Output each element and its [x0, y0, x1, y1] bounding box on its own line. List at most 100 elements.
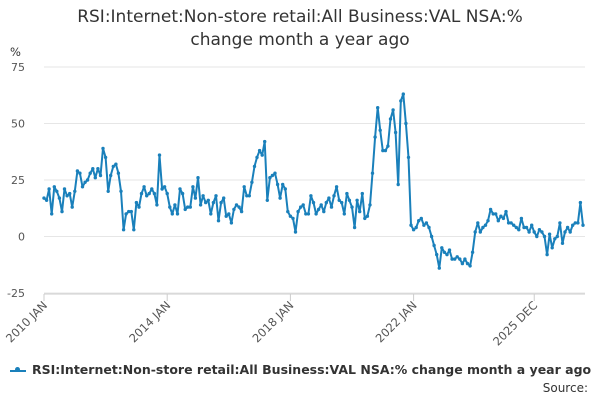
series-points [42, 92, 585, 270]
data-point [121, 228, 126, 232]
data-point [245, 194, 249, 198]
data-point [512, 223, 516, 227]
data-point [106, 189, 110, 193]
data-point [134, 200, 139, 205]
data-point [211, 200, 216, 205]
data-point [316, 207, 321, 212]
data-point [437, 266, 441, 270]
data-point [193, 196, 198, 200]
data-point [399, 99, 403, 103]
data-point [242, 185, 246, 189]
data-point [68, 191, 72, 196]
data-point [432, 243, 436, 248]
data-point [540, 230, 544, 234]
data-point [337, 198, 341, 202]
y-tick-label: 0 [18, 231, 25, 244]
data-point [324, 200, 328, 205]
data-point [283, 187, 287, 191]
data-point [388, 117, 393, 121]
data-point [152, 191, 157, 196]
data-point [422, 223, 426, 227]
data-point [527, 230, 531, 234]
data-point [494, 212, 498, 216]
data-point [124, 212, 128, 216]
data-point [247, 194, 251, 198]
data-point [491, 212, 495, 216]
data-point [234, 203, 239, 207]
data-point [116, 171, 121, 175]
data-point [44, 198, 49, 202]
data-point [75, 169, 80, 173]
data-point [111, 164, 116, 169]
data-point [227, 212, 231, 216]
data-point [281, 182, 285, 187]
data-point [352, 225, 357, 230]
data-point [417, 219, 421, 223]
legend-swatch-icon [10, 367, 26, 372]
data-point [286, 209, 290, 214]
data-point [306, 212, 311, 216]
data-point [381, 148, 385, 153]
data-point [506, 221, 511, 225]
data-point [319, 203, 323, 207]
data-point [514, 225, 518, 230]
data-point [265, 198, 269, 202]
data-point [188, 205, 192, 209]
data-point [273, 171, 277, 175]
data-point [150, 187, 154, 191]
data-point [178, 187, 182, 191]
data-point [558, 221, 562, 225]
data-point [145, 194, 149, 198]
data-point [257, 148, 262, 153]
data-point [409, 223, 413, 227]
data-point [478, 230, 482, 234]
data-point [139, 191, 144, 196]
data-point [219, 200, 223, 205]
data-point [255, 155, 259, 160]
data-point [291, 216, 295, 221]
data-point [168, 205, 172, 209]
data-point [83, 180, 87, 184]
data-point [363, 216, 367, 221]
data-point [260, 153, 264, 157]
data-point [334, 185, 339, 189]
data-point [183, 207, 187, 212]
data-point [165, 191, 169, 196]
data-point [496, 219, 500, 223]
data-point [275, 182, 280, 187]
data-point [329, 205, 334, 209]
data-point [103, 155, 108, 160]
data-point [358, 209, 362, 214]
data-point [383, 148, 388, 153]
data-point [91, 167, 95, 171]
data-point [501, 216, 506, 221]
data-point [391, 108, 395, 112]
data-point [571, 223, 575, 227]
data-point [180, 191, 185, 196]
data-point [576, 221, 580, 225]
y-tick-label: 75 [11, 61, 25, 74]
gridlines [44, 66, 585, 294]
legend[interactable]: RSI:Internet:Non-store retail:All Busine… [10, 362, 600, 380]
data-point [216, 219, 221, 223]
source-label: Source: [542, 381, 588, 395]
data-point [401, 92, 405, 96]
data-point [386, 144, 390, 148]
data-point [204, 200, 208, 205]
data-point [88, 171, 92, 175]
x-tick-label: 2025 DEC [490, 298, 540, 348]
data-point [553, 237, 557, 241]
chart-title: RSI:Internet:Non-store retail:All Busine… [0, 6, 600, 52]
data-point [509, 221, 513, 225]
y-tick-label: -25 [7, 287, 25, 300]
data-point [565, 225, 570, 230]
data-point [470, 250, 475, 254]
data-point [378, 128, 382, 132]
data-point [96, 167, 100, 171]
data-point [578, 200, 583, 205]
data-point [129, 209, 133, 214]
data-point [250, 180, 254, 184]
y-tick-label: 25 [11, 174, 25, 187]
data-point [299, 205, 303, 209]
data-point [209, 212, 213, 216]
